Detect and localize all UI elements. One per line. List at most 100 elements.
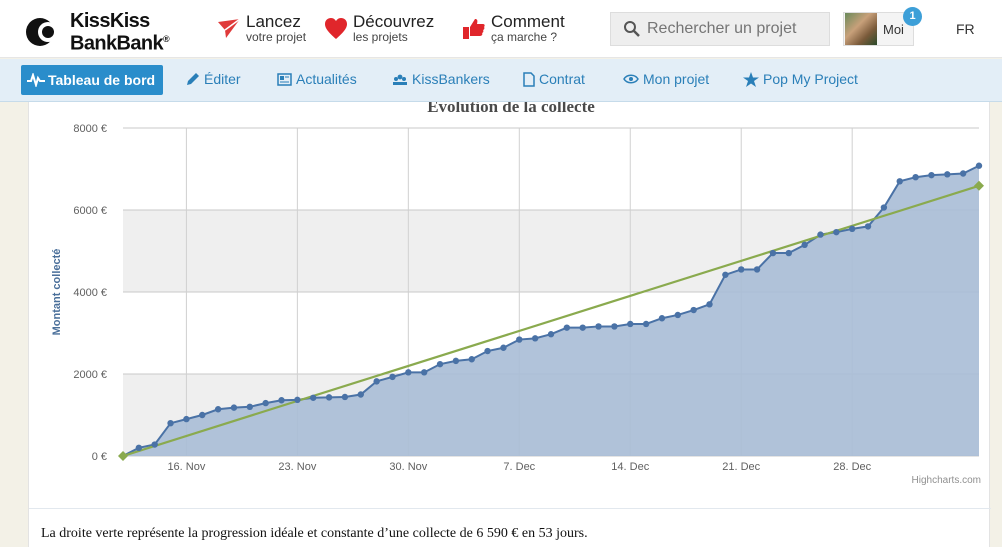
data-point — [769, 249, 777, 257]
search-input[interactable] — [647, 20, 827, 38]
tab-kissbankers[interactable]: KissBankers — [392, 71, 490, 87]
y-tick-label: 8000 € — [73, 123, 107, 135]
x-tick-label: 28. Dec — [833, 461, 871, 473]
logo-line-1: KissKiss — [70, 10, 150, 32]
logo-line-2: BankBank — [70, 32, 164, 55]
search-box[interactable] — [610, 12, 830, 46]
data-point — [864, 223, 872, 230]
logo[interactable]: KissKiss BankBank® — [26, 10, 170, 55]
tab-pop-my-project[interactable]: Pop My Project — [743, 71, 858, 87]
data-point — [151, 441, 158, 448]
ideal-marker — [974, 180, 984, 191]
points-layer — [118, 162, 984, 461]
tab-pop-my-project-label: Pop My Project — [763, 71, 858, 87]
collecte-chart: 0 € 2000 € 4000 € 6000 € 8000 € 16. Nov 23. N… — [51, 102, 984, 486]
paper-plane-icon — [218, 18, 241, 38]
data-point — [595, 323, 602, 330]
data-point — [627, 320, 634, 328]
tab-tableau-de-bord-label: Tableau de bord — [48, 72, 156, 88]
collected-area — [123, 165, 979, 456]
data-point — [230, 404, 238, 411]
data-point — [167, 420, 174, 427]
user-menu-label: Moi — [883, 21, 904, 37]
pencil-icon — [187, 73, 199, 85]
tab-actualites[interactable]: Actualités — [277, 71, 357, 87]
tab-editer-label: Éditer — [204, 71, 241, 87]
data-point — [817, 231, 824, 238]
eye-icon — [623, 74, 639, 84]
y-tick-label: 2000 € — [73, 369, 107, 381]
people-icon — [393, 74, 407, 85]
data-point — [278, 397, 285, 404]
tab-tableau-de-bord[interactable]: Tableau de bord — [21, 65, 164, 95]
data-point — [310, 394, 317, 401]
ideal-marker — [118, 451, 128, 461]
nav-lancez-subtitle: votre projet — [246, 30, 307, 44]
y-tick-label: 6000 € — [73, 205, 107, 217]
chart-caption: La droite verte représente la progressio… — [41, 526, 588, 541]
language-selector[interactable]: FR — [956, 21, 975, 37]
data-point — [484, 347, 491, 355]
data-point — [516, 336, 523, 343]
tab-mon-projet[interactable]: Mon projet — [623, 71, 709, 87]
nav-decouvrez-subtitle: les projets — [353, 30, 408, 44]
x-tick-label: 21. Dec — [722, 461, 760, 473]
logo-mark-icon — [26, 16, 64, 48]
data-point — [436, 360, 444, 368]
data-point — [706, 301, 713, 308]
data-point — [975, 162, 983, 169]
highcharts-credit[interactable]: Highcharts.com — [912, 475, 981, 486]
data-point — [848, 225, 856, 233]
data-point — [468, 356, 475, 363]
data-point — [325, 394, 333, 401]
user-menu[interactable]: Moi — [843, 12, 914, 46]
main-content: 0 € 2000 € 4000 € 6000 € 8000 € 16. Nov 23. N… — [28, 102, 991, 547]
document-icon — [523, 71, 535, 87]
data-point — [690, 306, 697, 314]
newspaper-icon — [277, 72, 292, 86]
data-point — [389, 373, 396, 381]
data-point — [199, 411, 206, 419]
area-layer — [122, 164, 980, 457]
data-point — [928, 171, 935, 179]
data-point — [801, 241, 808, 249]
nav-decouvrez[interactable]: Découvrez les projets — [323, 12, 434, 44]
tab-kissbankers-label: KissBankers — [412, 71, 490, 87]
x-tick-label: 23. Nov — [278, 461, 316, 473]
tab-contrat[interactable]: Contrat — [523, 71, 585, 87]
data-point — [420, 369, 428, 376]
data-point — [912, 174, 919, 181]
nav-lancez[interactable]: Lancez votre projet — [216, 12, 306, 44]
data-point — [341, 393, 349, 401]
x-axis-labels: 16. Nov 23. Nov 30. Nov 7. Dec 14. Dec 21. De… — [167, 461, 871, 473]
avatar — [845, 13, 877, 45]
data-point — [611, 323, 618, 330]
x-tick-label: 7. Dec — [503, 461, 535, 473]
data-point — [896, 178, 903, 185]
y-tick-label: 4000 € — [73, 287, 107, 299]
notification-badge[interactable]: 1 — [903, 7, 922, 26]
top-header: KissKiss BankBank® Lancez votre projet D… — [0, 0, 1002, 58]
data-point — [262, 399, 269, 407]
nav-comment-title: Comment — [491, 12, 565, 31]
y-axis-labels: 0 € 2000 € 4000 € 6000 € 8000 € — [73, 123, 107, 463]
dashboard-nav: Tableau de bord Éditer Actualités KissBa… — [0, 59, 1002, 102]
registered-mark: ® — [163, 34, 170, 44]
data-point — [579, 324, 586, 331]
chart-title: Évolution de la collecte — [427, 102, 595, 116]
nav-comment[interactable]: Comment ça marche ? — [461, 12, 565, 44]
thumbs-up-icon — [463, 19, 485, 39]
data-point — [357, 391, 364, 398]
tab-mon-projet-label: Mon projet — [643, 71, 710, 87]
search-icon — [624, 21, 640, 37]
tab-editer[interactable]: Éditer — [186, 71, 241, 87]
y-axis-title: Montant collecté — [51, 249, 63, 336]
data-point — [785, 249, 792, 257]
nav-comment-subtitle: ça marche ? — [491, 30, 558, 44]
divider — [29, 508, 991, 509]
data-point — [642, 320, 650, 328]
logo-text: KissKiss BankBank® — [70, 10, 170, 55]
nav-lancez-title: Lancez — [246, 12, 301, 31]
data-point — [405, 369, 412, 376]
tab-actualites-label: Actualités — [296, 71, 357, 87]
